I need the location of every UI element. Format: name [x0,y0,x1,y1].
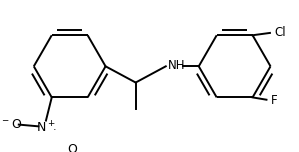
Text: Cl: Cl [274,26,286,39]
Text: F: F [271,94,278,107]
Text: $^-$O: $^-$O [0,118,22,131]
Text: NH: NH [168,59,186,72]
Text: N$^+$: N$^+$ [36,120,56,135]
Text: O: O [67,143,77,152]
